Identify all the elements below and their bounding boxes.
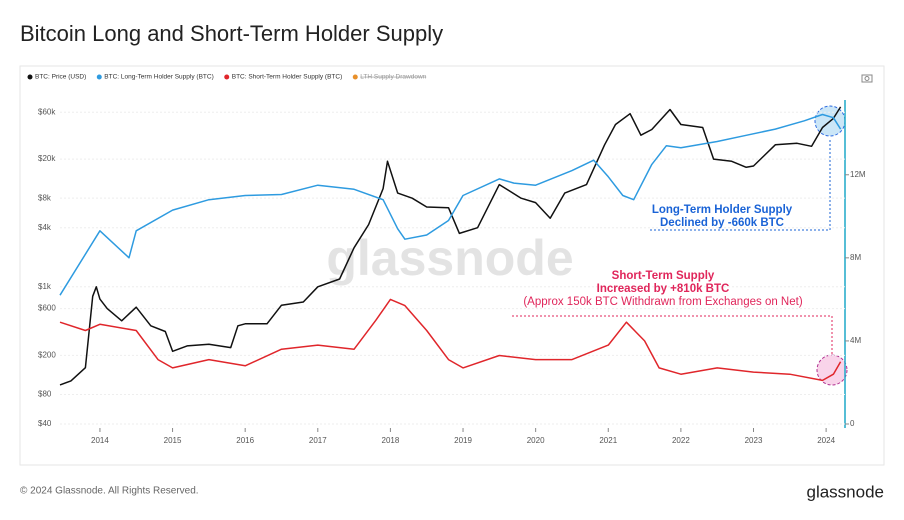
annotation: Increased by +810k BTC [597,283,730,295]
annotation: Short-Term Supply [612,270,715,282]
x-tick-label: 2014 [91,436,109,445]
x-tick-label: 2019 [454,436,472,445]
y2-tick-label: 0 [850,419,855,428]
y2-tick-label: 8M [850,253,861,262]
legend-label: BTC: Short-Term Holder Supply (BTC) [232,74,343,81]
y-tick-label: $20k [38,154,56,163]
x-tick-label: 2021 [599,436,617,445]
y2-tick-label: 12M [850,170,866,179]
annotation: (Approx 150k BTC Withdrawn from Exchange… [523,296,802,308]
legend-label: LTH Supply Drawdown [360,74,426,81]
y-tick-label: $4k [38,223,52,232]
y-tick-label: $1k [38,282,52,291]
x-tick-label: 2017 [309,436,327,445]
series-line [59,113,842,296]
logo: glassnode [806,482,884,501]
camera-icon[interactable] [861,74,873,83]
camera-body[interactable] [861,74,873,83]
legend-swatch [224,74,230,80]
x-tick-label: 2020 [527,436,545,445]
legend-label: BTC: Price (USD) [35,74,86,81]
footer: © 2024 Glassnode. All Rights Reserved. [20,486,199,497]
chart-frame [19,65,885,466]
legend-swatch [96,74,102,80]
x-tick-label: 2018 [382,436,400,445]
x-tick-label: 2022 [672,436,690,445]
y-tick-label: $200 [38,351,56,360]
x-tick-label: 2015 [164,436,182,445]
watermark: glassnode [326,230,573,286]
x-tick-label: 2024 [817,436,835,445]
annotation: Declined by -660k BTC [660,217,784,229]
series-line [59,106,842,386]
legend-label: BTC: Long-Term Holder Supply (BTC) [104,74,213,81]
y2-tick-label: 4M [850,336,861,345]
y-tick-label: $80 [38,390,52,399]
x-tick-label: 2023 [745,436,763,445]
y-tick-label: $600 [38,304,56,313]
y-tick-label: $8k [38,193,52,202]
series-line [59,298,842,382]
legend-swatch [352,74,358,80]
y-tick-label: $40 [38,419,52,428]
y-tick-label: $60k [38,107,56,116]
annotation: Long-Term Holder Supply [652,204,793,216]
legend-swatch [27,74,33,80]
camera-lens[interactable] [864,76,870,81]
x-tick-label: 2016 [236,436,254,445]
chart-title: Bitcoin Long and Short-Term Holder Suppl… [20,21,443,46]
